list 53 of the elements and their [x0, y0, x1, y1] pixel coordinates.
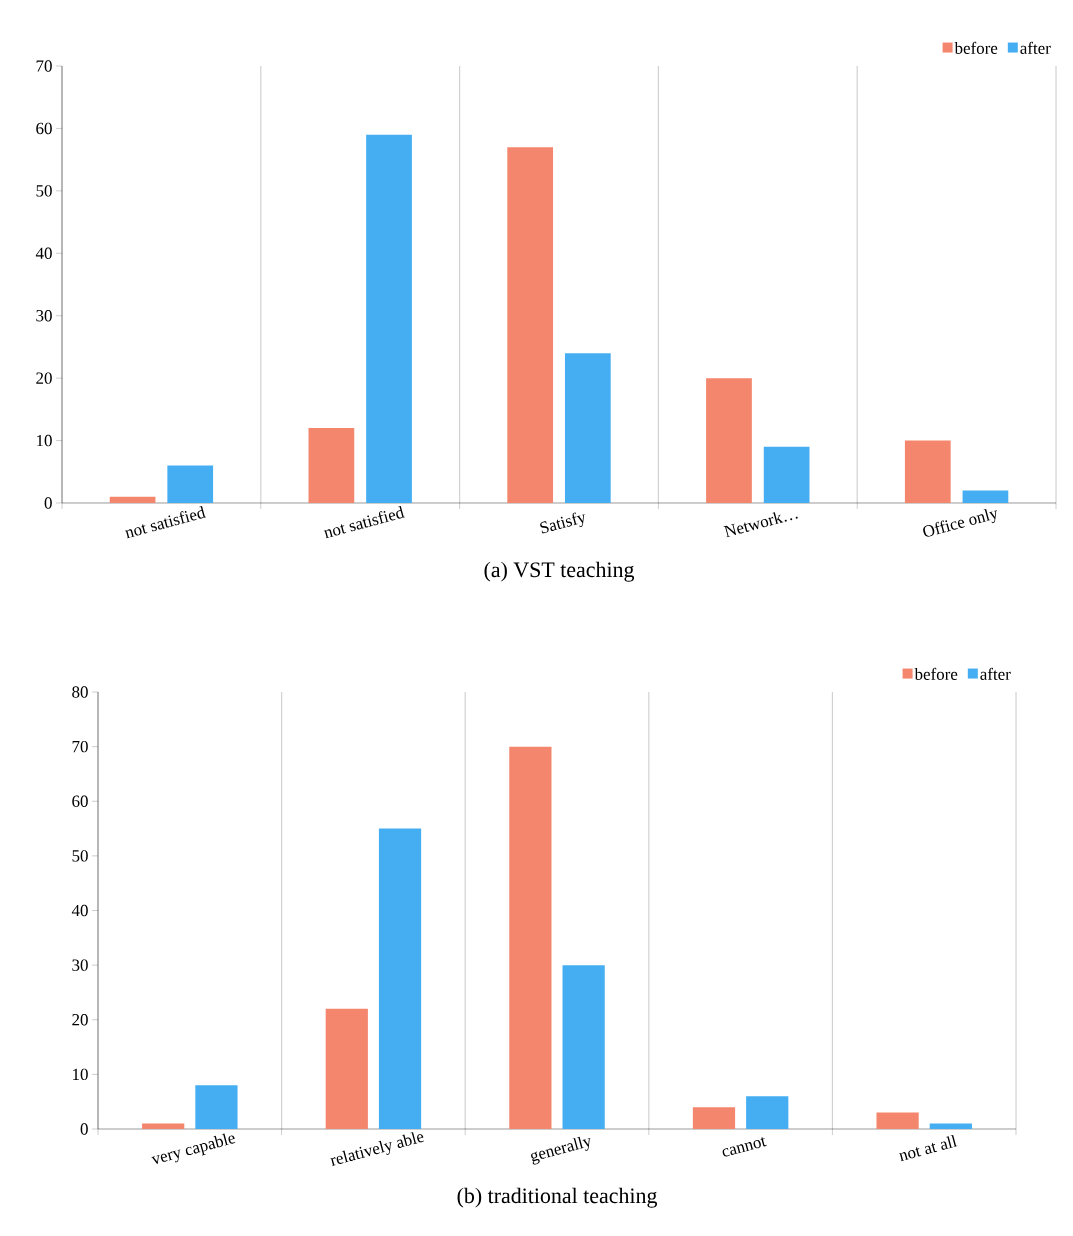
y-tick-label: 20 — [36, 372, 52, 384]
x-tick-label: not satisfied — [323, 506, 405, 539]
bar — [763, 446, 810, 503]
bar — [564, 353, 611, 503]
bar — [142, 1123, 185, 1129]
bar — [308, 428, 355, 503]
legend-label: after — [980, 667, 1011, 680]
x-tick-label: Network… — [723, 512, 798, 538]
text: (b) traditional teaching — [457, 1187, 658, 1208]
bar — [692, 1107, 736, 1129]
bar — [929, 1123, 972, 1129]
x-tick-label: not at all — [898, 1135, 958, 1162]
y-tick-label: 10 — [73, 1068, 88, 1081]
legend-label: before — [914, 667, 958, 680]
y-tick-label: 40 — [71, 904, 88, 917]
bar — [706, 378, 752, 503]
y-tick-label: 30 — [72, 959, 88, 971]
x-tick-label: Office only — [923, 509, 997, 537]
bar — [195, 1085, 238, 1129]
bar — [167, 465, 214, 503]
y-tick-label: 0 — [80, 1123, 88, 1135]
x-tick-label: cannot — [722, 1136, 767, 1157]
y-tick-label: 20 — [72, 1014, 88, 1026]
y-tick-label: 50 — [72, 850, 88, 862]
x-tick-label: very capable — [151, 1133, 236, 1164]
x-tick-label: not satisfied — [125, 506, 206, 539]
bar — [876, 1112, 919, 1129]
bar — [562, 965, 605, 1129]
bar — [509, 746, 552, 1129]
y-tick-label: 70 — [36, 60, 52, 72]
bar — [507, 147, 554, 503]
y-tick-label: 40 — [35, 247, 52, 259]
bar — [325, 1008, 368, 1129]
bar — [904, 440, 951, 503]
text: (a) VST teaching — [484, 561, 635, 582]
bar — [378, 828, 422, 1129]
legend-label: before — [954, 41, 998, 54]
bar — [962, 490, 1009, 503]
y-tick-label: 50 — [36, 185, 52, 197]
x-tick-label: Satisfy — [540, 512, 585, 534]
y-tick-label: 60 — [36, 122, 52, 135]
y-tick-label: 10 — [37, 434, 52, 447]
bar — [366, 134, 412, 503]
legend-label: after — [1020, 41, 1051, 54]
x-tick-label: generally — [531, 1136, 591, 1165]
y-tick-label: 30 — [36, 309, 52, 322]
y-tick-label: 70 — [72, 740, 88, 753]
y-tick-label: 80 — [72, 686, 88, 698]
bar — [746, 1096, 789, 1129]
y-tick-label: 60 — [72, 795, 88, 807]
bar — [109, 496, 156, 503]
x-tick-label: relatively able — [330, 1132, 424, 1166]
y-tick-label: 0 — [44, 497, 52, 509]
